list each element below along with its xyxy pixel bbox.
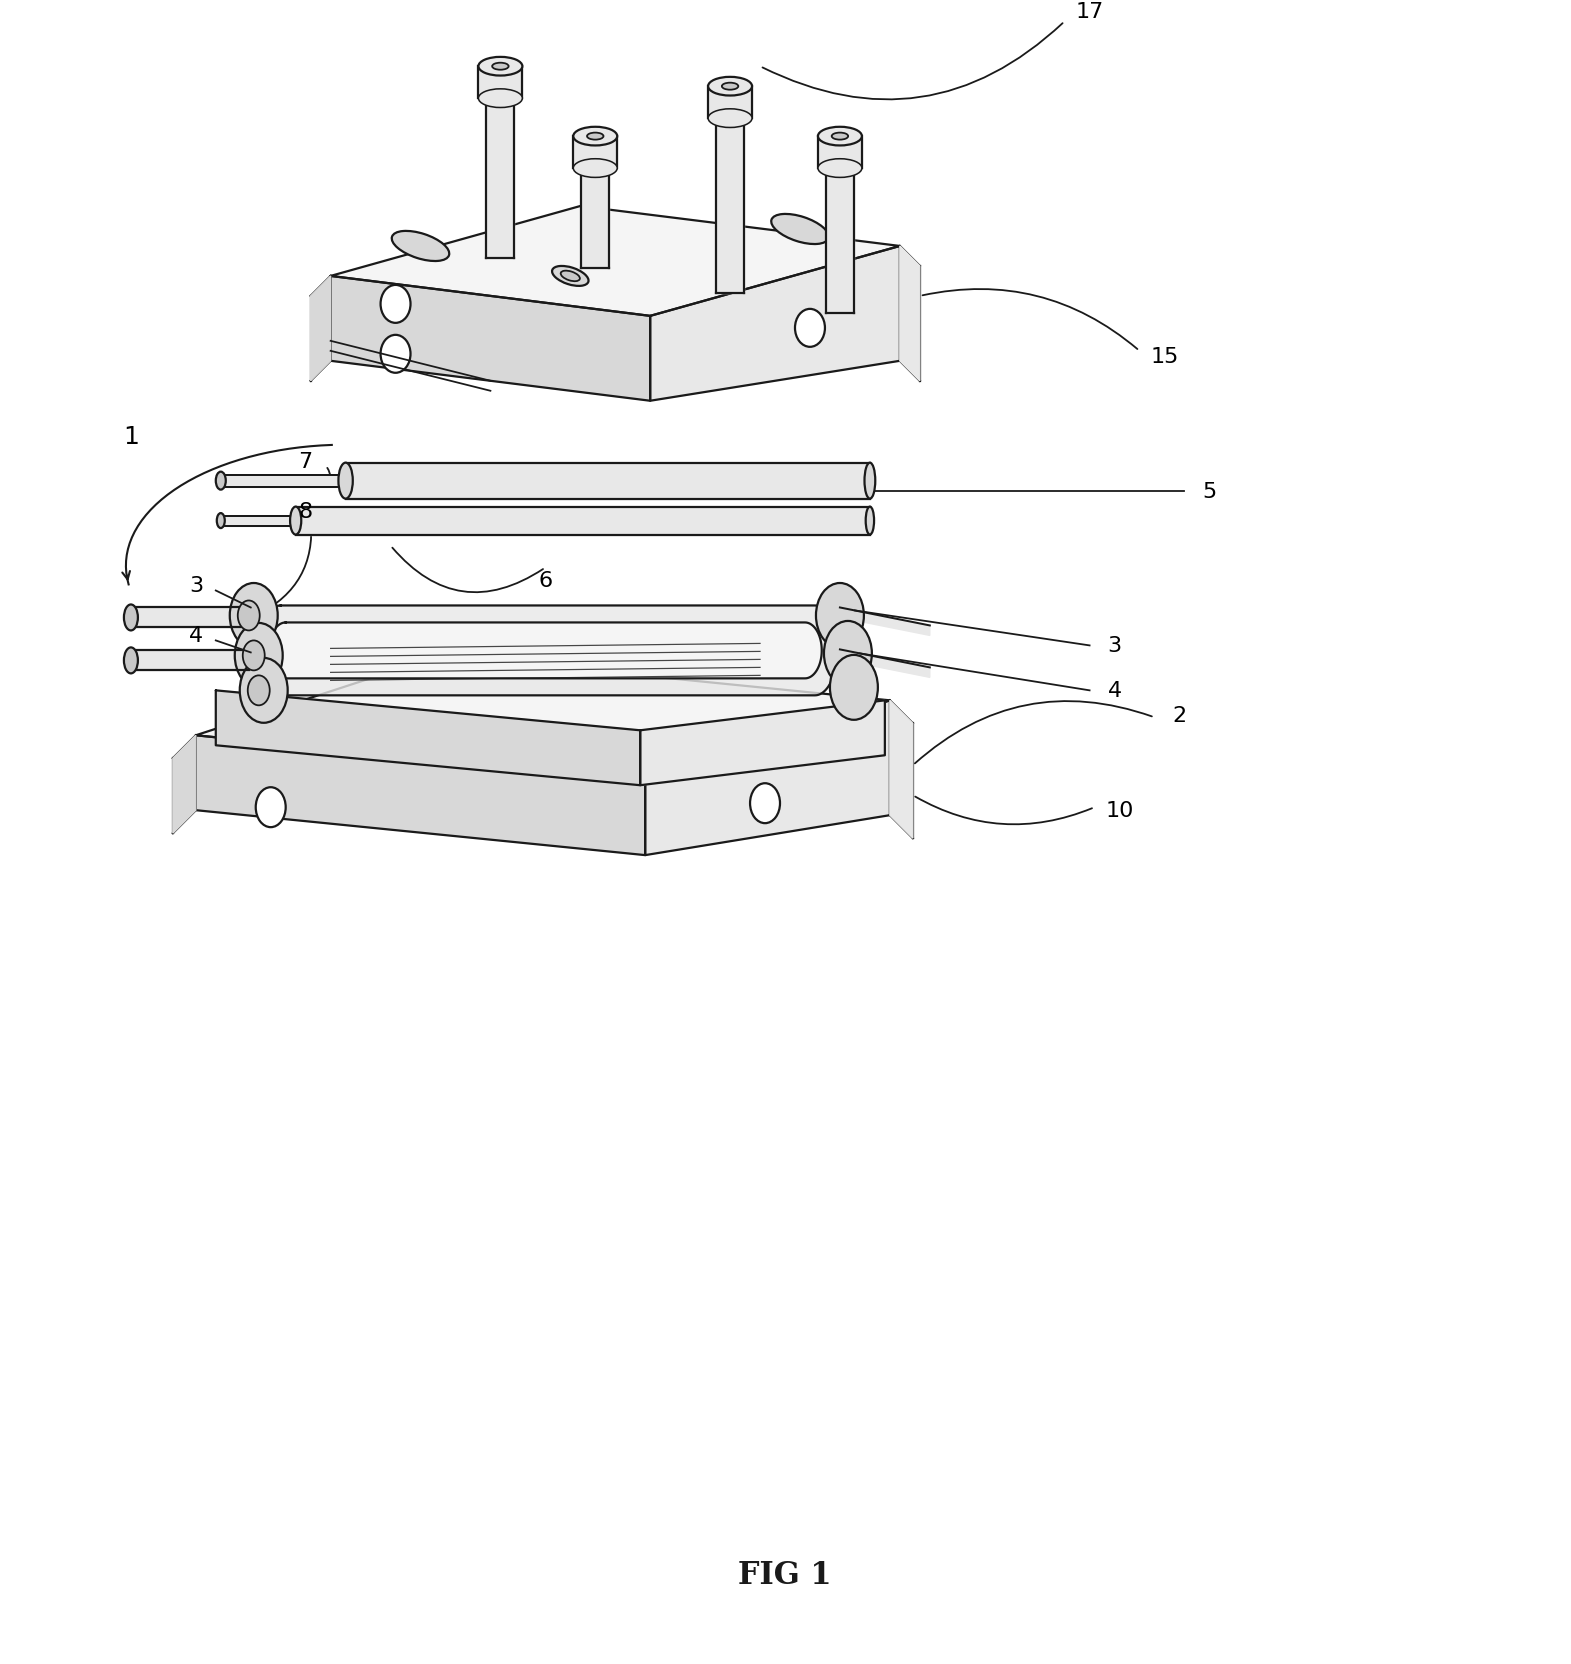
- Ellipse shape: [721, 83, 738, 90]
- Polygon shape: [222, 516, 295, 526]
- Polygon shape: [840, 651, 930, 677]
- Ellipse shape: [391, 231, 449, 261]
- Text: 6: 6: [539, 571, 553, 591]
- Ellipse shape: [829, 656, 878, 721]
- Text: 15: 15: [1150, 346, 1178, 366]
- Polygon shape: [130, 607, 248, 627]
- Ellipse shape: [823, 622, 872, 687]
- Ellipse shape: [479, 58, 523, 77]
- Polygon shape: [818, 136, 862, 170]
- Polygon shape: [173, 735, 196, 834]
- Ellipse shape: [215, 473, 226, 491]
- Ellipse shape: [818, 128, 862, 146]
- Ellipse shape: [492, 63, 509, 70]
- Text: 4: 4: [1108, 681, 1122, 701]
- Polygon shape: [215, 691, 641, 785]
- Polygon shape: [346, 463, 870, 499]
- Text: 10: 10: [1106, 800, 1134, 820]
- Ellipse shape: [380, 286, 410, 324]
- Polygon shape: [258, 606, 837, 696]
- Ellipse shape: [573, 160, 617, 178]
- Ellipse shape: [217, 514, 225, 529]
- Polygon shape: [650, 246, 900, 401]
- Ellipse shape: [237, 601, 259, 631]
- Ellipse shape: [234, 624, 283, 689]
- Polygon shape: [330, 276, 650, 401]
- Ellipse shape: [749, 784, 781, 824]
- Polygon shape: [269, 622, 822, 679]
- Ellipse shape: [256, 787, 286, 827]
- Polygon shape: [826, 170, 855, 314]
- Text: 3: 3: [189, 576, 203, 596]
- Ellipse shape: [573, 128, 617, 146]
- Polygon shape: [709, 87, 753, 120]
- Polygon shape: [573, 136, 617, 170]
- Ellipse shape: [771, 215, 829, 245]
- Polygon shape: [330, 206, 900, 316]
- Text: 3: 3: [1108, 636, 1122, 656]
- Polygon shape: [222, 476, 346, 488]
- Polygon shape: [311, 276, 330, 381]
- Text: 5: 5: [1202, 481, 1216, 501]
- Polygon shape: [479, 67, 523, 100]
- Polygon shape: [487, 100, 514, 260]
- Polygon shape: [840, 607, 930, 636]
- Ellipse shape: [551, 266, 589, 286]
- Ellipse shape: [815, 584, 864, 649]
- Ellipse shape: [479, 90, 523, 108]
- Text: 7: 7: [298, 451, 313, 471]
- Polygon shape: [641, 701, 884, 785]
- Ellipse shape: [124, 647, 138, 674]
- Ellipse shape: [380, 336, 410, 373]
- Text: 17: 17: [1076, 2, 1104, 22]
- Ellipse shape: [588, 133, 603, 140]
- Polygon shape: [716, 120, 745, 295]
- Ellipse shape: [248, 676, 270, 706]
- Ellipse shape: [124, 606, 138, 631]
- Ellipse shape: [709, 78, 753, 97]
- Ellipse shape: [831, 133, 848, 140]
- Ellipse shape: [229, 584, 278, 649]
- Ellipse shape: [864, 463, 875, 499]
- Polygon shape: [196, 656, 889, 780]
- Ellipse shape: [291, 508, 302, 536]
- Text: FIG 1: FIG 1: [738, 1559, 831, 1589]
- Text: 4: 4: [189, 626, 203, 646]
- Polygon shape: [130, 651, 248, 671]
- Polygon shape: [581, 170, 610, 270]
- Text: 8: 8: [298, 501, 313, 521]
- Polygon shape: [889, 701, 913, 839]
- Ellipse shape: [709, 110, 753, 128]
- Ellipse shape: [240, 659, 287, 724]
- Ellipse shape: [795, 310, 825, 348]
- Ellipse shape: [866, 508, 873, 536]
- Polygon shape: [900, 246, 919, 381]
- Polygon shape: [295, 508, 870, 536]
- Ellipse shape: [561, 271, 580, 281]
- Ellipse shape: [338, 463, 353, 499]
- Text: 1: 1: [123, 424, 138, 448]
- Ellipse shape: [818, 160, 862, 178]
- Polygon shape: [646, 701, 889, 855]
- Polygon shape: [196, 735, 646, 855]
- Ellipse shape: [244, 641, 265, 671]
- Text: 2: 2: [1172, 706, 1186, 726]
